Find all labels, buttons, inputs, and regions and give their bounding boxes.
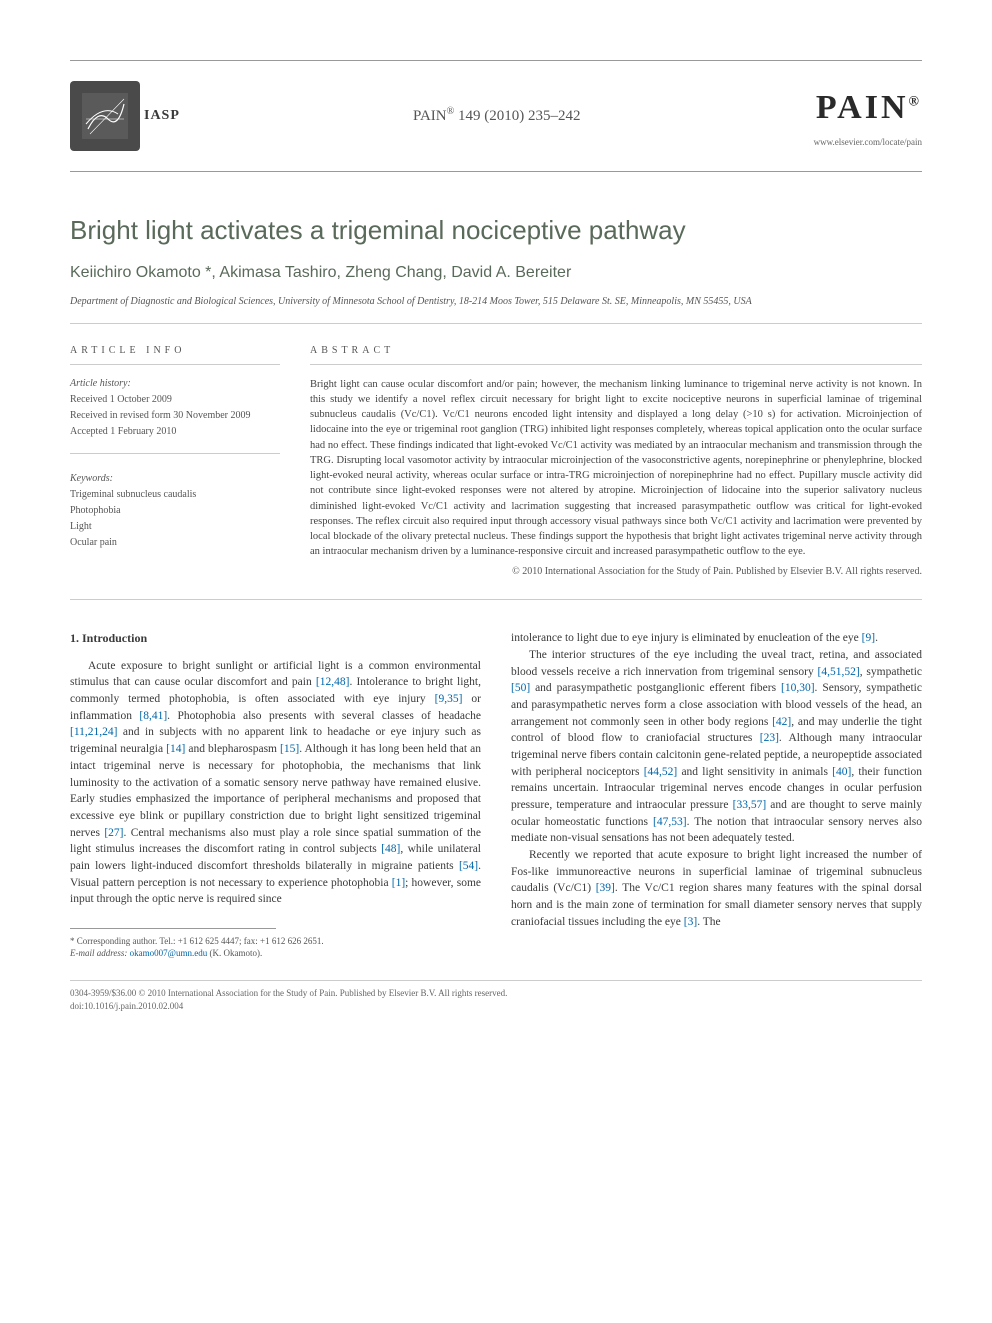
authors: Keiichiro Okamoto *, Akimasa Tashiro, Zh… bbox=[70, 262, 922, 284]
article-title: Bright light activates a trigeminal noci… bbox=[70, 212, 922, 248]
pain-logo: PAIN® bbox=[814, 84, 922, 132]
citation-ref[interactable]: [12,48] bbox=[316, 676, 350, 688]
article-info-heading: ARTICLE INFO bbox=[70, 344, 280, 365]
iasp-globe-icon bbox=[70, 81, 140, 151]
email-name: (K. Okamoto). bbox=[209, 948, 262, 958]
citation-ref[interactable]: [39] bbox=[596, 882, 615, 894]
corresponding-author: * Corresponding author. Tel.: +1 612 625… bbox=[70, 935, 481, 948]
pain-logo-text: PAIN bbox=[816, 89, 909, 126]
citation-ref[interactable]: [27] bbox=[104, 827, 123, 839]
keywords-label: Keywords: bbox=[70, 472, 280, 486]
journal-header: IASP PAIN® 149 (2010) 235–242 PAIN® www.… bbox=[70, 60, 922, 172]
citation-ref[interactable]: [42] bbox=[772, 716, 791, 728]
abstract-heading: ABSTRACT bbox=[310, 344, 922, 365]
citation-ref[interactable]: [9] bbox=[862, 632, 875, 644]
keyword: Trigeminal subnucleus caudalis bbox=[70, 488, 280, 502]
citation: PAIN® 149 (2010) 235–242 bbox=[413, 105, 581, 127]
elsevier-url: www.elsevier.com/locate/pain bbox=[814, 136, 922, 149]
citation-sup: ® bbox=[447, 106, 455, 117]
pain-logo-sup: ® bbox=[909, 95, 922, 110]
email-line: E-mail address: okamo007@umn.edu (K. Oka… bbox=[70, 947, 481, 960]
citation-journal: PAIN bbox=[413, 108, 447, 124]
citation-ref[interactable]: [11,21,24] bbox=[70, 726, 117, 738]
citation-ref[interactable]: [3] bbox=[684, 916, 697, 928]
citation-ref[interactable]: [54] bbox=[459, 860, 478, 872]
footer-copyright: 0304-3959/$36.00 © 2010 International As… bbox=[70, 987, 922, 1000]
citation-ref[interactable]: [14] bbox=[166, 743, 185, 755]
section-heading: 1. Introduction bbox=[70, 630, 481, 647]
keyword: Light bbox=[70, 520, 280, 534]
section-title: Introduction bbox=[82, 631, 147, 645]
body-col-left: 1. Introduction Acute exposure to bright… bbox=[70, 630, 481, 960]
citation-ref[interactable]: [8,41] bbox=[139, 710, 167, 722]
citation-ref[interactable]: [1] bbox=[392, 877, 405, 889]
body-col-right: intolerance to light due to eye injury i… bbox=[511, 630, 922, 960]
abstract-text: Bright light can cause ocular discomfort… bbox=[310, 377, 922, 560]
iasp-label: IASP bbox=[144, 106, 180, 126]
citation-ref[interactable]: [15] bbox=[280, 743, 299, 755]
email-link[interactable]: okamo007@umn.edu bbox=[130, 948, 208, 958]
revised-date: Received in revised form 30 November 200… bbox=[70, 409, 280, 423]
footer-doi: doi:10.1016/j.pain.2010.02.004 bbox=[70, 1000, 922, 1013]
body-paragraph: Recently we reported that acute exposure… bbox=[511, 847, 922, 930]
body-paragraph: Acute exposure to bright sunlight or art… bbox=[70, 658, 481, 908]
history-label: Article history: bbox=[70, 377, 280, 391]
info-abstract-row: ARTICLE INFO Article history: Received 1… bbox=[70, 344, 922, 601]
accepted-date: Accepted 1 February 2010 bbox=[70, 425, 280, 439]
citation-ref[interactable]: [9,35] bbox=[435, 693, 463, 705]
page-footer: 0304-3959/$36.00 © 2010 International As… bbox=[70, 980, 922, 1012]
keyword: Photophobia bbox=[70, 504, 280, 518]
affiliation: Department of Diagnostic and Biological … bbox=[70, 295, 922, 324]
footnote-separator bbox=[70, 928, 276, 935]
abstract-col: ABSTRACT Bright light can cause ocular d… bbox=[310, 344, 922, 580]
received-date: Received 1 October 2009 bbox=[70, 393, 280, 407]
citation-ref[interactable]: [48] bbox=[381, 843, 400, 855]
abstract-copyright: © 2010 International Association for the… bbox=[310, 565, 922, 579]
article-history-block: Article history: Received 1 October 2009… bbox=[70, 377, 280, 454]
article-info-col: ARTICLE INFO Article history: Received 1… bbox=[70, 344, 280, 580]
citation-ref[interactable]: [50] bbox=[511, 682, 530, 694]
citation-vol: 149 (2010) 235–242 bbox=[458, 108, 581, 124]
citation-ref[interactable]: [10,30] bbox=[781, 682, 815, 694]
citation-ref[interactable]: [4,51,52] bbox=[818, 666, 860, 678]
iasp-logo-block: IASP bbox=[70, 81, 180, 151]
citation-ref[interactable]: [44,52] bbox=[644, 766, 678, 778]
body-paragraph: The interior structures of the eye inclu… bbox=[511, 647, 922, 847]
footnote: * Corresponding author. Tel.: +1 612 625… bbox=[70, 935, 481, 960]
body-columns: 1. Introduction Acute exposure to bright… bbox=[70, 630, 922, 960]
section-num: 1. bbox=[70, 631, 79, 645]
citation-ref[interactable]: [47,53] bbox=[653, 816, 687, 828]
body-paragraph: intolerance to light due to eye injury i… bbox=[511, 630, 922, 647]
keywords-block: Keywords: Trigeminal subnucleus caudalis… bbox=[70, 472, 280, 550]
email-label: E-mail address: bbox=[70, 948, 127, 958]
citation-ref[interactable]: [40] bbox=[832, 766, 851, 778]
citation-ref[interactable]: [23] bbox=[760, 732, 779, 744]
citation-ref[interactable]: [33,57] bbox=[733, 799, 767, 811]
keyword: Ocular pain bbox=[70, 536, 280, 550]
pain-logo-block: PAIN® www.elsevier.com/locate/pain bbox=[814, 84, 922, 148]
